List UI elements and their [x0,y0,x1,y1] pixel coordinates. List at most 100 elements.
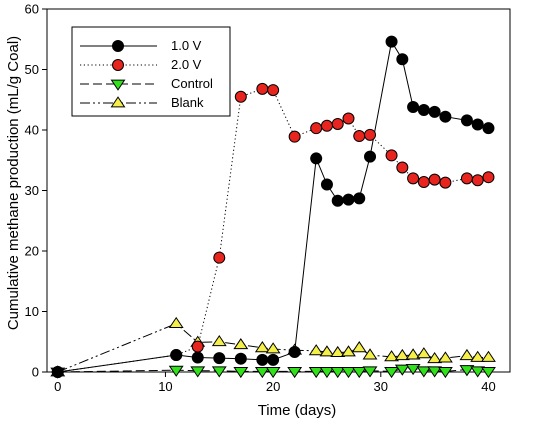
axes: 0 10 20 30 40 0 10 20 30 40 50 60 Time (days) Cumu… [5,2,511,419]
legend: 1.0 V 2.0 V Control Blank [71,26,231,117]
series-3-point [384,366,399,379]
series-2-point [364,128,377,141]
series-1-point [213,352,226,365]
legend-label-3: Control [171,76,213,91]
series-2-point [342,112,355,125]
series-1-point [234,352,247,365]
legend-marker-1 [112,40,124,52]
series-1-markers [51,35,495,378]
series-1-point [396,53,409,66]
series-2-point [331,117,344,130]
series-3-point [168,365,184,377]
x-tick-label: 40 [481,379,495,394]
series-2-point [234,90,247,103]
series-2-point [417,176,430,189]
series-4-point [211,334,227,347]
x-axis-label: Time (days) [258,402,337,419]
series-2-point [396,161,409,174]
series-4-point [254,341,270,353]
series-3-point [394,364,410,376]
legend-entry-3: Control [80,76,213,91]
series-2-point [288,130,301,143]
series-1-point [267,353,280,366]
series-4-point [330,345,346,358]
series-3-point [308,366,324,379]
series-1-point [310,152,323,165]
series-1-point [353,192,366,205]
series-3-point [405,363,421,376]
series-4-point [416,347,432,359]
legend-entry-4: Blank [80,95,204,110]
series-3-point [481,366,496,379]
series-4-point [437,351,453,363]
y-tick-label: 40 [25,123,39,138]
series-1-point [417,104,430,117]
series-1-point [112,40,124,52]
series-3-point [437,366,453,379]
series-1-point [256,353,269,366]
x-tick-label: 20 [266,379,280,394]
x-tick-label: 10 [158,379,172,394]
series-2-point [320,119,333,132]
series-1-point [407,101,420,114]
series-1-point [364,150,377,163]
series-1-point [191,351,204,364]
series-4-point [427,351,443,364]
series-1-point [428,105,441,118]
series-2-point [213,251,226,264]
series-3-point [362,366,378,378]
series-2-point [407,172,420,185]
series-3-point [190,366,206,378]
series-2-point [191,340,204,353]
series-4-point [168,316,184,328]
series-4-point [308,344,324,356]
series-4-point [362,348,378,360]
series-3-point [330,366,346,379]
series-1-point [439,110,452,123]
series-3-point [287,366,303,379]
series-1-point [471,118,484,131]
y-tick-label: 20 [25,244,39,259]
series-layer [50,35,496,379]
legend-box [71,26,231,117]
y-tick-label: 30 [25,183,39,198]
series-1-point [460,114,473,127]
series-1-point [320,178,333,191]
series-2-point [112,59,124,71]
series-3-point [233,366,249,379]
legend-marker-3 [110,79,126,91]
series-3-point [427,366,443,378]
series-2-point [439,176,452,189]
series-2-point [471,174,484,187]
series-4-point [384,350,399,362]
legend-label-4: Blank [171,95,204,110]
series-3-point [470,366,486,378]
series-2-point [428,173,441,186]
series-3-point [416,366,432,378]
series-2-point [353,130,366,143]
series-4-point [394,348,410,361]
series-4-point [470,350,486,362]
series-4-point [459,348,475,361]
legend-entry-1: 1.0 V [80,38,202,53]
series-4-point [265,342,281,354]
series-4-point [319,345,335,357]
series-3-point [211,366,227,378]
series-2-point [482,171,495,184]
series-2-point [310,122,323,135]
series-1-point [385,35,398,48]
series-2-point [256,82,269,95]
y-tick-label: 60 [25,2,39,17]
series-1-point [342,193,355,206]
x-tick-label: 0 [54,379,61,394]
y-tick-label: 10 [25,304,39,319]
x-tick-label: 30 [374,379,388,394]
y-axis-label: Cumulative methane production (mL/g Coal… [5,36,22,330]
series-2-markers [51,82,495,378]
series-1-point [482,122,495,135]
series-3-point [459,365,475,377]
series-4-point [233,338,249,350]
series-4-point [481,350,496,362]
series-2-point [385,149,398,162]
series-2-line [57,88,489,373]
